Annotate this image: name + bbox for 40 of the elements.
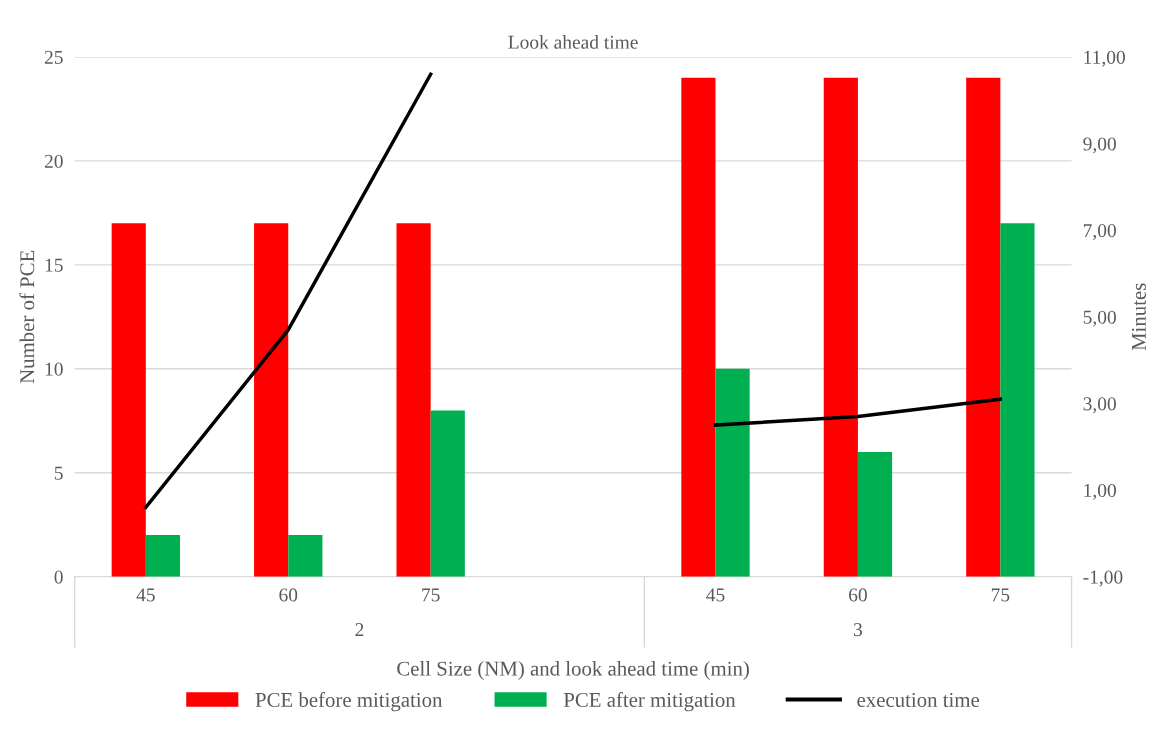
y-tick-label: 10	[45, 362, 63, 376]
bar	[715, 368, 750, 577]
y2-tick-label: 9,00	[1083, 137, 1116, 154]
x-tick-label: 60	[279, 588, 298, 602]
y-axis-title: Number of PCE	[19, 250, 35, 384]
y2-tick-label: 1,00	[1084, 483, 1116, 500]
bar	[288, 535, 323, 577]
y2-tick-label: 5,00	[1083, 310, 1116, 327]
y-tick-label: 5	[54, 466, 63, 480]
y2-tick-label: 7,00	[1083, 224, 1116, 240]
x-tick-label: 60	[849, 588, 867, 602]
chart-title: Look ahead time	[508, 35, 638, 49]
x-tick-label: 75	[422, 588, 440, 602]
x-tick-label: 45	[706, 588, 725, 602]
legend-label: PCE before mitigation	[255, 692, 443, 712]
legend-label: execution time	[857, 692, 980, 707]
y2-tick-label: 3,00	[1083, 397, 1116, 414]
y-tick-label: 20	[44, 154, 63, 168]
text: 3	[853, 623, 863, 637]
text: 2	[355, 623, 364, 636]
y-tick-label: 15	[45, 258, 63, 272]
y-tick-label: 25	[44, 50, 63, 64]
x-tick-label: 45	[136, 588, 155, 602]
y-tick-label: 0	[54, 570, 63, 584]
bar	[681, 77, 716, 577]
y2-tick-label: 11,00	[1084, 50, 1125, 67]
bar	[966, 77, 1001, 577]
bar	[145, 535, 181, 577]
legend-label: PCE after mitigation	[563, 692, 736, 712]
bar	[430, 410, 465, 577]
bar	[396, 223, 431, 577]
bar	[254, 223, 289, 577]
y2-tick-label: -1,00	[1083, 570, 1123, 587]
bar	[111, 223, 146, 577]
bar	[823, 77, 858, 577]
y2-axis-title: Minutes	[1131, 283, 1146, 351]
x-tick-label: 75	[991, 588, 1010, 602]
x-axis-title: Cell Size (NM) and look ahead time (min)	[397, 661, 749, 680]
bar	[1000, 223, 1035, 577]
bar	[857, 451, 893, 577]
